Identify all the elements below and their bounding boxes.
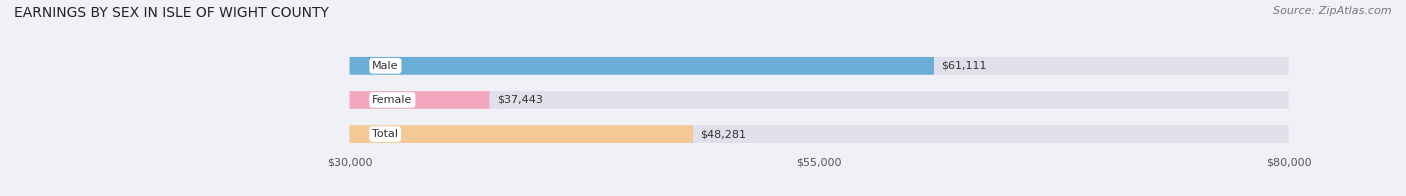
Text: Source: ZipAtlas.com: Source: ZipAtlas.com — [1274, 6, 1392, 16]
Text: $48,281: $48,281 — [700, 129, 747, 139]
FancyBboxPatch shape — [350, 57, 1289, 75]
FancyBboxPatch shape — [350, 125, 693, 143]
Text: Female: Female — [373, 95, 412, 105]
Text: Male: Male — [373, 61, 399, 71]
FancyBboxPatch shape — [350, 125, 1289, 143]
FancyBboxPatch shape — [350, 91, 489, 109]
Text: $61,111: $61,111 — [942, 61, 987, 71]
Text: $37,443: $37,443 — [496, 95, 543, 105]
FancyBboxPatch shape — [350, 57, 934, 75]
FancyBboxPatch shape — [350, 91, 1289, 109]
Text: Total: Total — [373, 129, 398, 139]
Text: EARNINGS BY SEX IN ISLE OF WIGHT COUNTY: EARNINGS BY SEX IN ISLE OF WIGHT COUNTY — [14, 6, 329, 20]
